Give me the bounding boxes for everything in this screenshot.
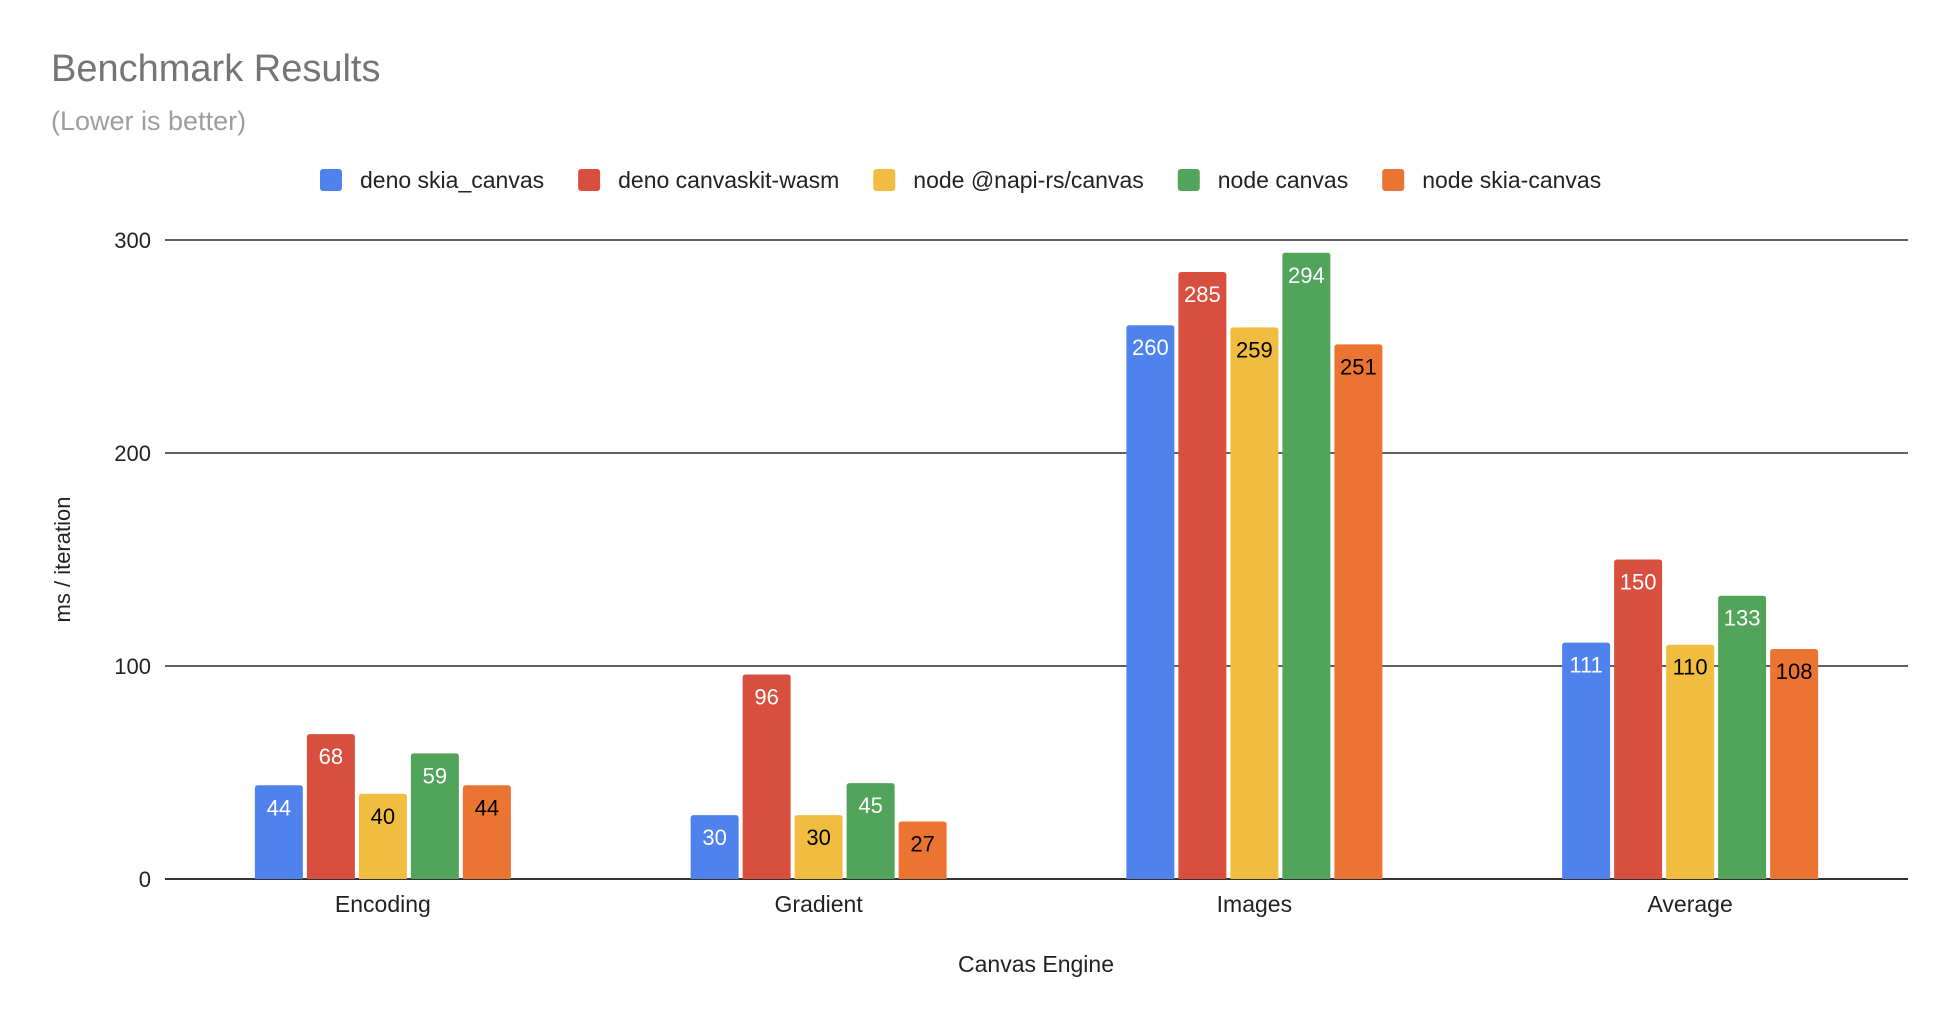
bar (794, 815, 843, 879)
y-tick-label: 200 (114, 441, 151, 466)
legend-swatch (873, 169, 896, 191)
bar (254, 785, 303, 879)
legend-label: node @napi-rs/canvas (913, 167, 1143, 193)
data-label: 30 (702, 825, 726, 850)
bar (1230, 327, 1279, 880)
data-label: 111 (1569, 653, 1602, 678)
bar (742, 674, 791, 879)
x-axis-label: Canvas Engine (958, 951, 1114, 977)
data-label: 285 (1184, 282, 1221, 307)
data-label: 30 (806, 825, 830, 850)
data-label: 133 (1724, 606, 1761, 631)
x-tick-label: Gradient (775, 891, 864, 917)
data-label: 44 (267, 795, 291, 820)
data-label: 44 (475, 795, 499, 820)
legend-swatch (578, 169, 601, 191)
y-tick-label: 300 (114, 228, 151, 253)
bar (690, 815, 739, 879)
legend-label: deno canvaskit-wasm (618, 167, 839, 193)
x-tick-label: Images (1217, 891, 1292, 917)
chart-subtitle: (Lower is better) (51, 106, 247, 136)
bar (1126, 325, 1175, 879)
data-label: 40 (371, 804, 395, 829)
bar (898, 821, 947, 879)
legend-label: node skia-canvas (1422, 167, 1601, 193)
data-label: 260 (1132, 335, 1169, 360)
legend-swatch (1382, 169, 1405, 191)
bar (1718, 595, 1767, 879)
bar (358, 793, 407, 879)
data-label: 96 (754, 685, 778, 710)
bar (306, 734, 355, 879)
data-label: 68 (319, 744, 343, 769)
bar (1334, 344, 1383, 879)
bar (410, 753, 459, 879)
legend-swatch (320, 169, 342, 191)
bar (1562, 642, 1611, 879)
data-label: 150 (1620, 570, 1657, 595)
data-label: 259 (1236, 337, 1273, 362)
data-label: 251 (1340, 354, 1377, 379)
bar (1282, 252, 1331, 879)
y-tick-label: 100 (114, 654, 151, 679)
data-label: 294 (1288, 263, 1325, 288)
x-tick-label: Average (1647, 891, 1732, 917)
bar (1178, 271, 1227, 879)
bar (846, 783, 895, 879)
data-label: 27 (910, 831, 934, 856)
y-tick-label: 0 (139, 867, 151, 892)
bar (1614, 559, 1663, 879)
legend-label: node canvas (1218, 167, 1348, 193)
bar (462, 785, 511, 879)
data-label: 108 (1776, 659, 1813, 684)
data-label: 59 (423, 763, 447, 788)
legend-label: deno skia_canvas (360, 167, 544, 193)
chart-title: Benchmark Results (51, 48, 381, 90)
bar (1770, 648, 1819, 879)
y-axis-label: ms / iteration (50, 497, 75, 623)
bar (1666, 644, 1715, 879)
x-tick-label: Encoding (335, 891, 431, 917)
legend-swatch (1177, 169, 1200, 191)
data-label: 110 (1673, 655, 1708, 680)
data-label: 45 (858, 793, 882, 818)
